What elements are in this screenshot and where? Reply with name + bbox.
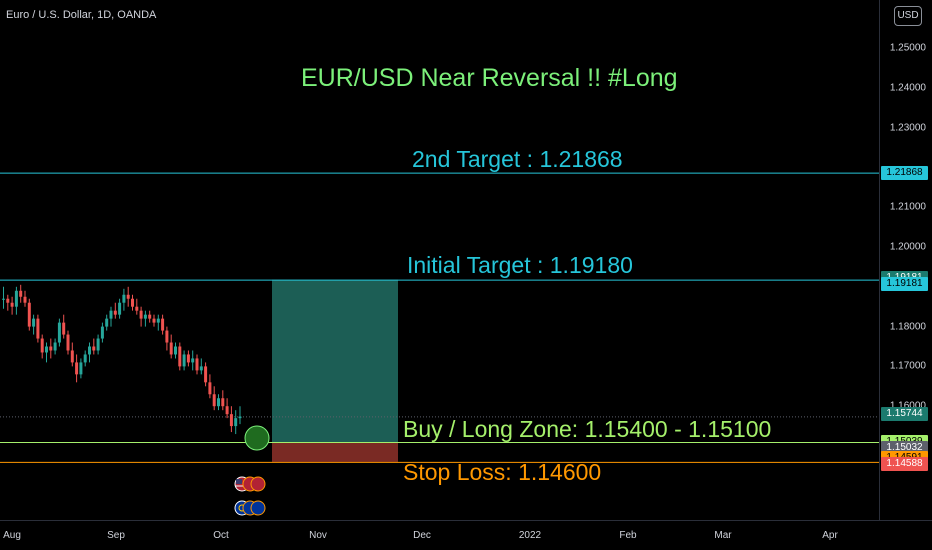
price-axis-label: 1.25000 [889, 42, 926, 54]
idea-title: EUR/USD Near Reversal !! #Long [301, 64, 678, 92]
candle [178, 346, 182, 367]
candle [221, 398, 225, 407]
candle [199, 366, 203, 371]
time-axis-label: Feb [619, 530, 637, 541]
candle [36, 318, 40, 339]
candle [148, 314, 152, 319]
candle [191, 358, 195, 363]
candle [40, 338, 44, 353]
candle [135, 306, 139, 311]
candle [27, 302, 31, 327]
time-axis-label: Dec [413, 530, 431, 541]
initial-target-label: Initial Target : 1.19180 [407, 252, 633, 278]
candle [165, 330, 169, 343]
candle [238, 416, 242, 419]
time-axis-label: Sep [107, 530, 125, 541]
price-axis-label: 1.18000 [889, 321, 926, 333]
candle [161, 318, 165, 331]
candle [113, 310, 117, 315]
price-axis-label: 1.21000 [889, 201, 926, 213]
candle [6, 298, 10, 303]
candle [217, 398, 220, 407]
candle [212, 394, 216, 407]
second-target-label: 2nd Target : 1.21868 [412, 146, 623, 172]
price-axis-label: 1.23000 [889, 122, 926, 134]
candle [100, 326, 104, 339]
candle [66, 334, 70, 351]
candle [2, 298, 5, 300]
candle [118, 302, 122, 315]
candle [174, 346, 177, 355]
candle [14, 290, 18, 307]
us-flag-icon [234, 476, 266, 492]
time-axis-label: Oct [213, 530, 229, 541]
candle [156, 318, 160, 323]
candle [109, 310, 113, 319]
symbol-title: Euro / U.S. Dollar, 1D, OANDA [6, 9, 157, 21]
time-axis-label: Nov [309, 530, 327, 541]
candle [49, 346, 53, 351]
candle [105, 318, 109, 327]
economic-events-icon[interactable] [234, 475, 274, 526]
stop-loss-label: Stop Loss: 1.14600 [403, 459, 602, 485]
currency-button[interactable]: USD [894, 6, 922, 26]
buy-zone-label: Buy / Long Zone: 1.15400 - 1.15100 [403, 416, 772, 442]
price-axis-label: 1.17000 [889, 360, 926, 372]
price-axis-label: 1.20000 [889, 241, 926, 253]
candle [186, 354, 190, 363]
candle [62, 322, 66, 335]
price-tag: 1.19181 [881, 277, 928, 292]
candle [19, 290, 23, 297]
candle [139, 310, 143, 319]
candle [45, 346, 48, 353]
candle [143, 314, 147, 319]
price-axis-label: 1.24000 [889, 82, 926, 94]
reversal-marker [244, 425, 270, 451]
candle [10, 302, 14, 307]
candle [208, 382, 212, 395]
candle [229, 414, 233, 427]
candle [182, 354, 186, 367]
candle [53, 342, 57, 351]
candle [92, 346, 96, 351]
candle [75, 362, 79, 375]
candle [195, 358, 199, 371]
candle [88, 346, 91, 355]
price-tag: 1.14588 [881, 457, 928, 472]
candle [79, 362, 83, 375]
candle [70, 350, 74, 363]
price-tag: 1.15744 [881, 407, 928, 422]
candle [96, 338, 100, 351]
candle [83, 354, 87, 363]
time-axis-label: Apr [822, 530, 838, 541]
price-tag: 1.21868 [881, 165, 928, 180]
candle [131, 298, 134, 307]
candle [126, 294, 130, 299]
candle [23, 296, 27, 303]
candle [169, 342, 173, 355]
time-axis-label: Aug [3, 530, 21, 541]
candle [32, 318, 36, 327]
candle [122, 294, 126, 303]
time-axis-label: 2022 [518, 530, 542, 541]
eu-flag-icon [234, 500, 266, 516]
candle [234, 418, 238, 427]
candle [57, 322, 61, 343]
candle [152, 318, 156, 323]
candle [204, 366, 208, 383]
price-axis-label: 1.16000 [890, 401, 926, 412]
candle [225, 406, 229, 415]
time-axis-label: Mar [714, 530, 732, 541]
profit-zone [272, 279, 398, 443]
loss-zone [272, 442, 398, 462]
